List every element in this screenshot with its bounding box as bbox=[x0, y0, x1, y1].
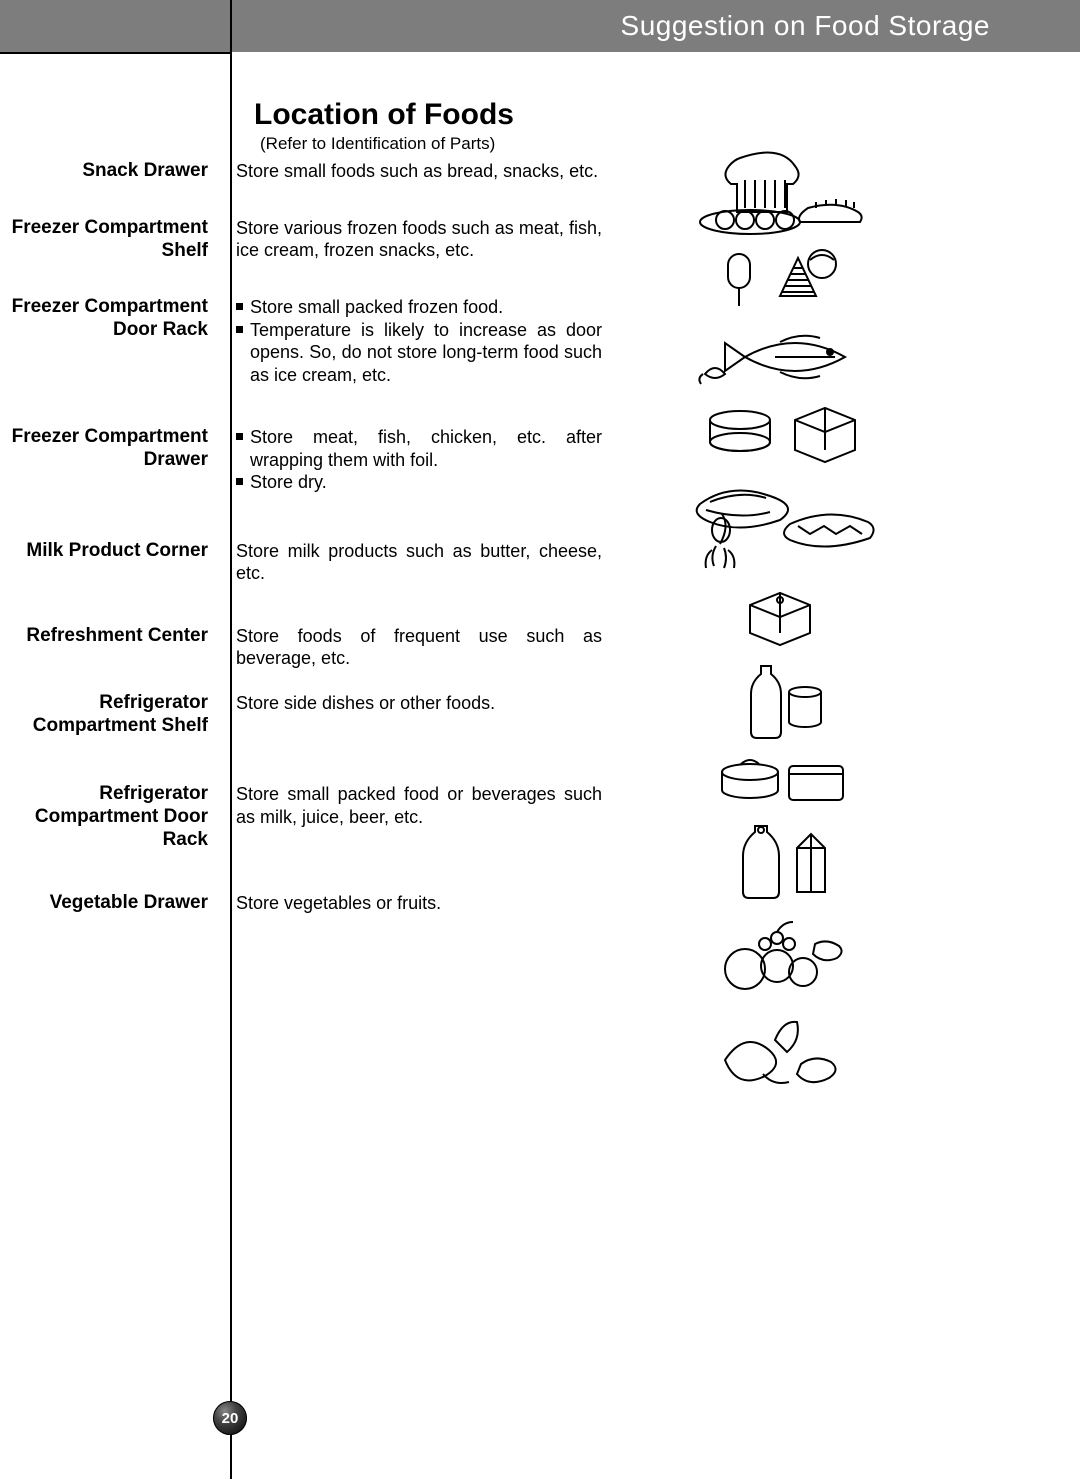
row-desc: Store milk products such as butter, chee… bbox=[222, 540, 602, 585]
butter-cheese-icon bbox=[735, 580, 825, 650]
row-vegetable-drawer: Vegetable Drawer Store vegetables or fru… bbox=[0, 892, 620, 915]
header-title: Suggestion on Food Storage bbox=[621, 10, 990, 42]
row-freezer-door-rack: Freezer Compartment Door Rack Store smal… bbox=[0, 296, 620, 386]
fish-shellfish-icon bbox=[685, 322, 875, 392]
row-freezer-drawer: Freezer Compartment Drawer Store meat, f… bbox=[0, 426, 620, 494]
row-label: Refreshment Center bbox=[0, 625, 222, 670]
row-desc: Store various frozen foods such as meat,… bbox=[222, 217, 602, 263]
row-desc: Store small packed frozen food. Temperat… bbox=[222, 296, 602, 386]
vegetables-icon bbox=[705, 1010, 855, 1090]
location-rows: Snack Drawer Store small foods such as b… bbox=[0, 160, 620, 915]
illustrations-column bbox=[660, 150, 900, 1090]
cans-box-icon bbox=[695, 398, 865, 468]
wrapped-meat-icon bbox=[680, 474, 880, 574]
row-desc: Store meat, fish, chicken, etc. after wr… bbox=[222, 426, 602, 494]
row-label: Milk Product Corner bbox=[0, 540, 222, 585]
row-label: Snack Drawer bbox=[0, 160, 222, 183]
bullet-item: Temperature is likely to increase as doo… bbox=[236, 319, 602, 387]
bullet-item: Store meat, fish, chicken, etc. after wr… bbox=[236, 426, 602, 471]
row-label: Freezer Compartment Door Rack bbox=[0, 296, 222, 386]
row-refrigerator-shelf: Refrigerator Compartment Shelf Store sid… bbox=[0, 692, 620, 738]
row-desc: Store side dishes or other foods. bbox=[222, 692, 602, 738]
section-heading: Location of Foods (Refer to Identificati… bbox=[254, 98, 514, 154]
row-desc: Store small packed food or beverages suc… bbox=[222, 783, 602, 851]
milk-juice-icon bbox=[725, 818, 835, 908]
row-label: Freezer Compartment Drawer bbox=[0, 426, 222, 494]
horizontal-rule bbox=[0, 52, 230, 54]
page-number-badge: 20 bbox=[213, 1401, 247, 1435]
row-freezer-shelf: Freezer Compartment Shelf Store various … bbox=[0, 217, 620, 263]
row-label: Refrigerator Compartment Door Rack bbox=[0, 783, 222, 851]
page-number: 20 bbox=[222, 1410, 239, 1427]
row-refreshment-center: Refreshment Center Store foods of freque… bbox=[0, 625, 620, 670]
row-label: Freezer Compartment Shelf bbox=[0, 217, 222, 263]
row-label: Refrigerator Compartment Shelf bbox=[0, 692, 222, 738]
row-desc: Store small foods such as bread, snacks,… bbox=[222, 160, 602, 183]
fruits-icon bbox=[705, 914, 855, 1004]
row-label: Vegetable Drawer bbox=[0, 892, 222, 915]
bread-snacks-icon bbox=[690, 150, 870, 240]
row-desc: Store vegetables or fruits. bbox=[222, 892, 602, 915]
row-refrigerator-door-rack: Refrigerator Compartment Door Rack Store… bbox=[0, 783, 620, 851]
row-desc: Store foods of frequent use such as beve… bbox=[222, 625, 602, 670]
bullet-item: Store dry. bbox=[236, 471, 602, 494]
header-band: Suggestion on Food Storage bbox=[0, 0, 1080, 52]
ice-cream-icon bbox=[710, 246, 850, 316]
bullet-item: Store small packed frozen food. bbox=[236, 296, 602, 319]
beverage-bottle-can-icon bbox=[725, 656, 835, 746]
row-snack-drawer: Snack Drawer Store small foods such as b… bbox=[0, 160, 620, 183]
row-milk-corner: Milk Product Corner Store milk products … bbox=[0, 540, 620, 585]
manual-page: Suggestion on Food Storage Location of F… bbox=[0, 0, 1080, 1479]
section-title: Location of Foods bbox=[254, 98, 514, 132]
section-subtitle: (Refer to Identification of Parts) bbox=[260, 134, 514, 154]
side-dishes-icon bbox=[705, 752, 855, 812]
